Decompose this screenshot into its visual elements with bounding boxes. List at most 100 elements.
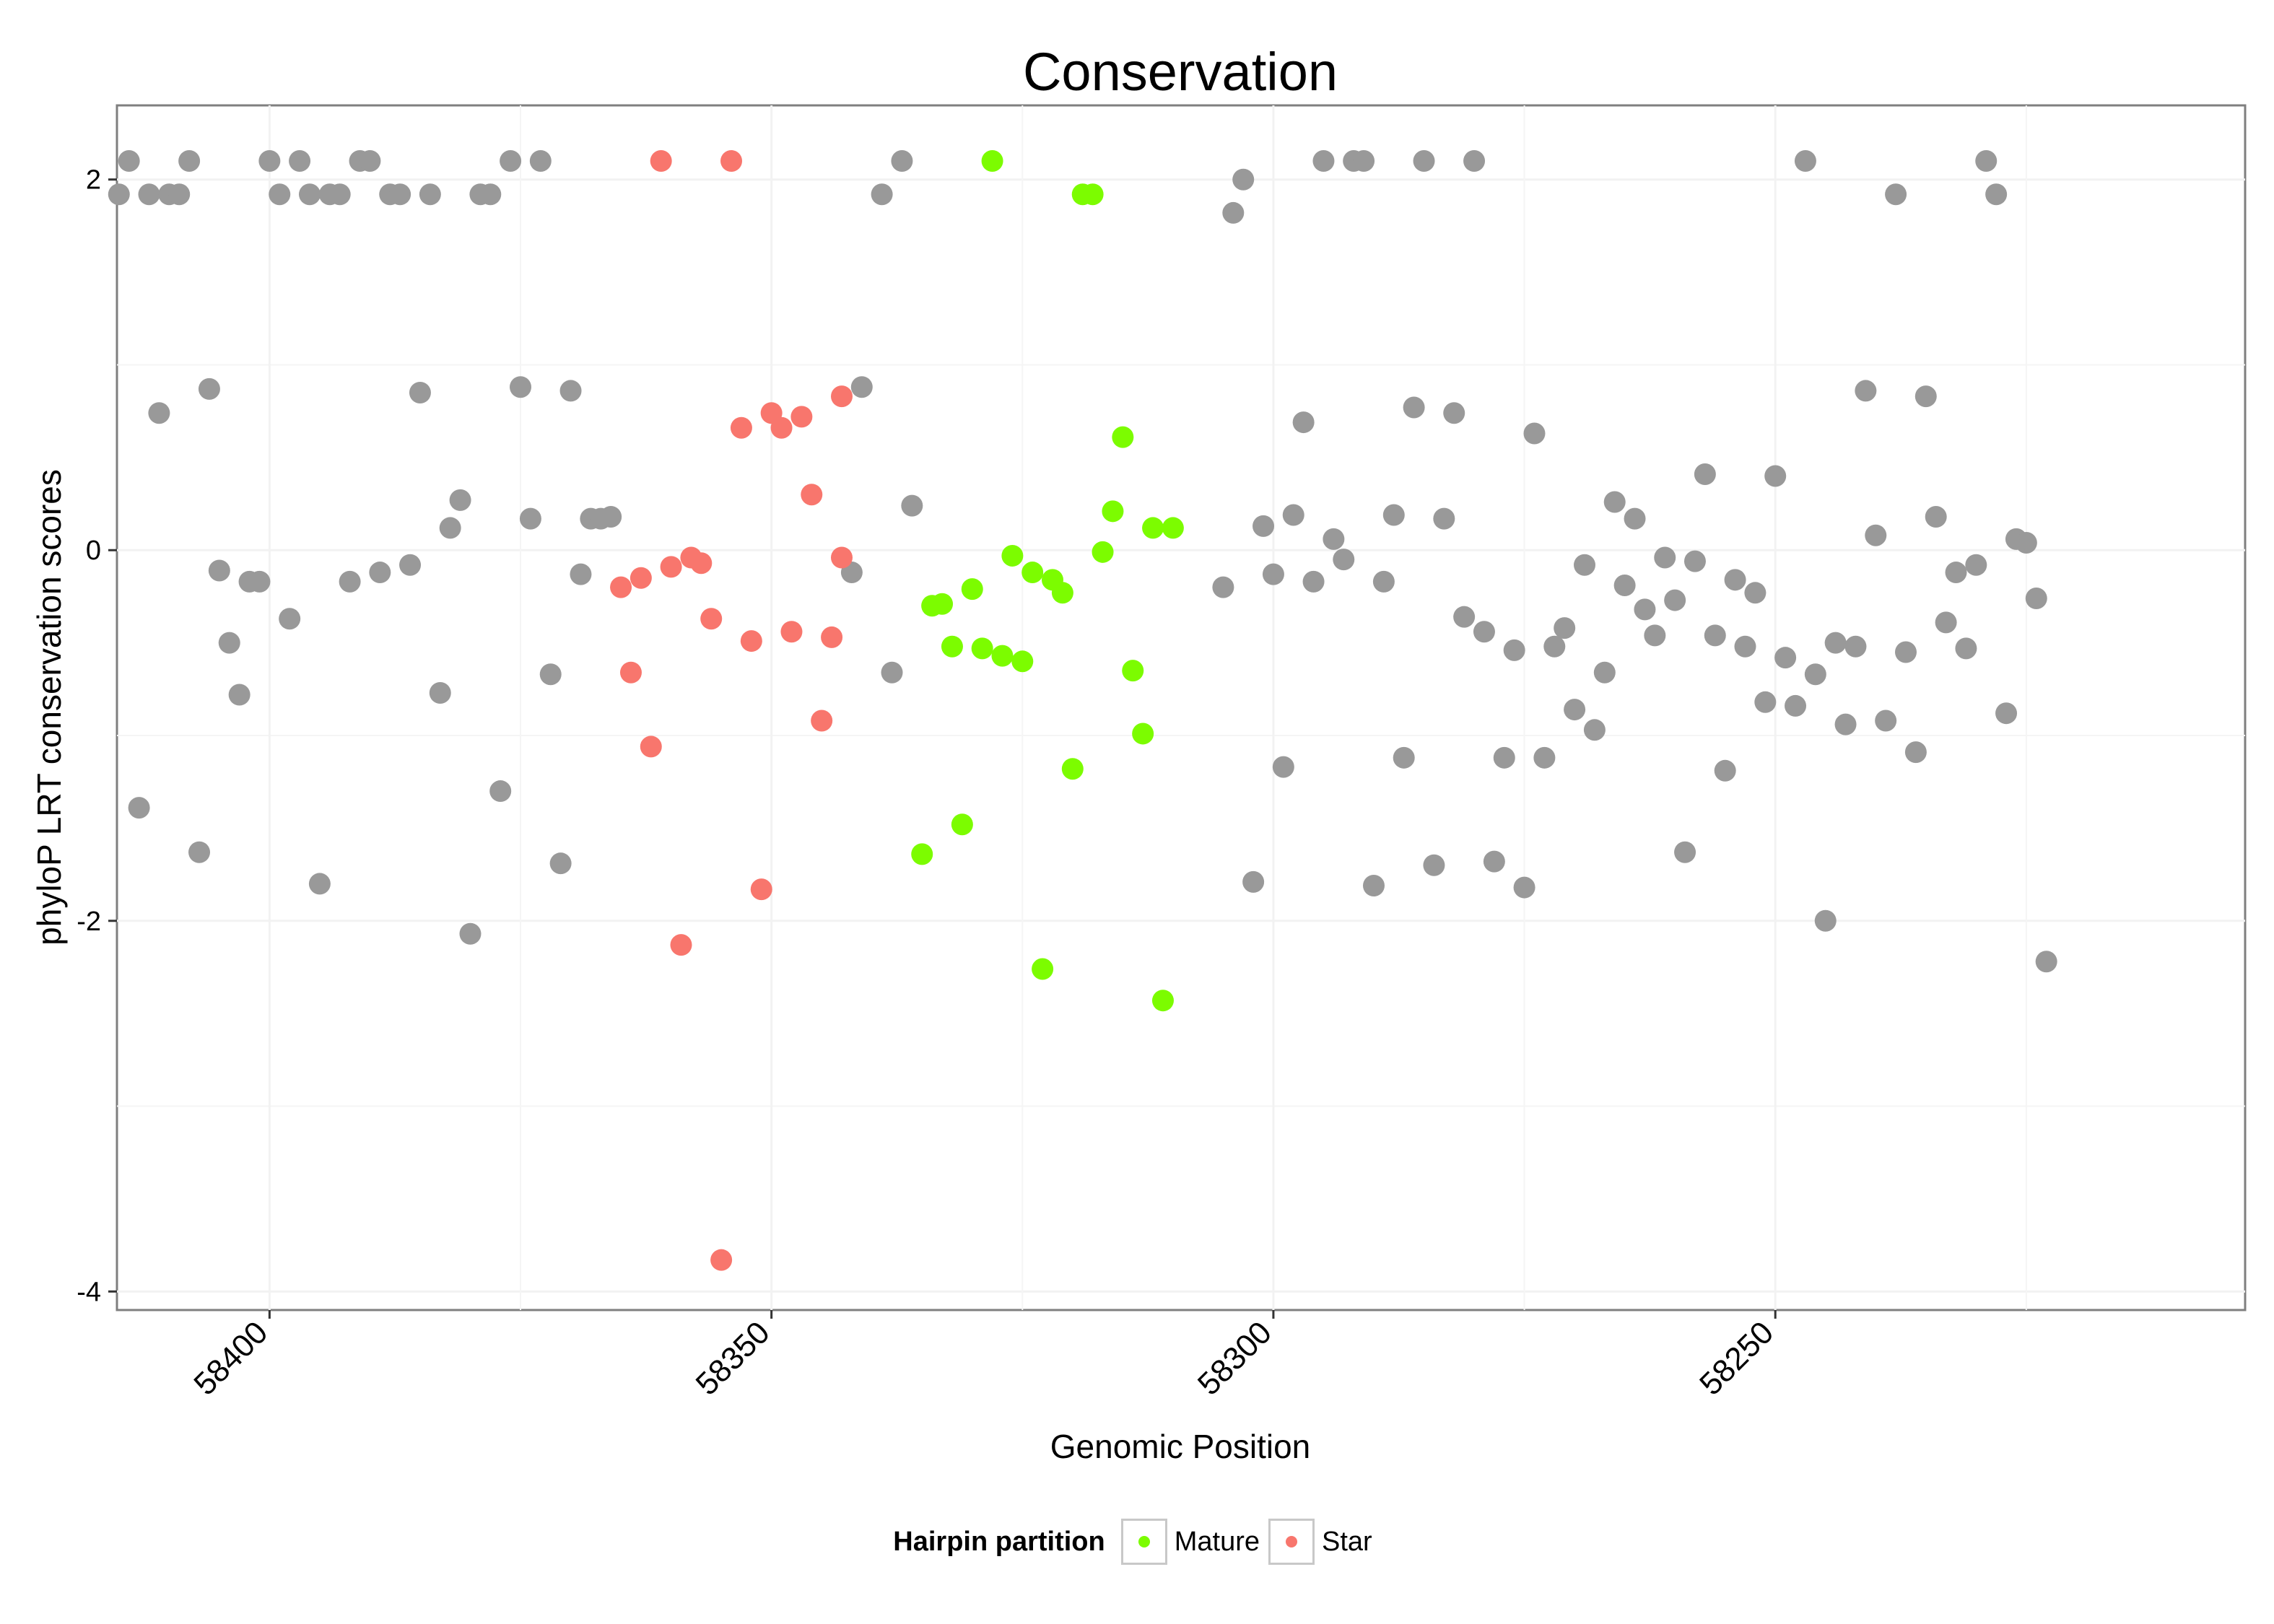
- point-other: [1583, 719, 1606, 741]
- point-other: [359, 150, 381, 173]
- point-other: [1333, 549, 1355, 571]
- point-other: [198, 377, 220, 400]
- point-star: [700, 608, 723, 630]
- point-star: [740, 630, 762, 652]
- point-star: [821, 626, 843, 648]
- legend-label-mature: Mature: [1174, 1526, 1260, 1557]
- point-other: [1694, 463, 1716, 485]
- point-other: [1323, 528, 1345, 550]
- point-star: [690, 552, 713, 575]
- point-other: [1503, 639, 1525, 661]
- point-other: [1433, 507, 1455, 530]
- point-other: [2025, 588, 2047, 610]
- point-other: [459, 922, 482, 945]
- point-other: [1634, 598, 1656, 621]
- point-mature: [931, 593, 954, 615]
- point-star: [790, 406, 813, 428]
- legend-key-star: [1268, 1519, 1315, 1565]
- point-other: [1794, 150, 1816, 173]
- point-other: [1834, 713, 1857, 735]
- point-mature: [1162, 517, 1184, 539]
- y-axis-label: phyloP LRT conservation scores: [30, 469, 68, 946]
- point-other: [108, 183, 130, 206]
- y-tick-label: -4: [77, 1277, 101, 1307]
- point-mature: [1092, 541, 1114, 563]
- point-other: [1965, 554, 1987, 576]
- point-other: [549, 852, 572, 875]
- y-tick-label: -2: [77, 907, 101, 937]
- point-other: [1403, 396, 1425, 419]
- plot-background: [116, 104, 2247, 1311]
- point-mature: [1081, 183, 1104, 206]
- x-tick-label: 58250: [1693, 1314, 1780, 1402]
- point-other: [1824, 632, 1847, 654]
- y-tick-label: 0: [86, 536, 101, 566]
- point-other: [1785, 694, 1807, 717]
- point-mature: [951, 813, 973, 836]
- point-other: [1483, 850, 1505, 873]
- point-other: [188, 841, 211, 863]
- point-other: [1955, 637, 1977, 660]
- point-other: [871, 183, 893, 206]
- point-other: [850, 376, 873, 398]
- point-mature: [1032, 958, 1054, 980]
- x-tick-label: 58300: [1191, 1314, 1278, 1402]
- point-other: [369, 562, 391, 584]
- point-other: [1253, 515, 1275, 537]
- point-other: [1985, 183, 2008, 206]
- point-other: [1212, 576, 1234, 598]
- point-other: [1613, 575, 1636, 597]
- grid: [117, 105, 2245, 1310]
- point-other: [1393, 746, 1415, 769]
- point-mature: [1151, 990, 1174, 1012]
- point-other: [1904, 741, 1927, 764]
- point-other: [399, 554, 422, 576]
- point-other: [1754, 691, 1777, 713]
- x-tick-label: 58350: [689, 1314, 777, 1402]
- data-points: [108, 150, 2057, 1271]
- point-other: [539, 663, 562, 686]
- point-star: [730, 416, 752, 439]
- point-mature: [1122, 660, 1144, 682]
- point-star: [710, 1249, 733, 1271]
- point-other: [389, 183, 411, 206]
- point-other: [339, 570, 361, 593]
- y-tick-label: 2: [86, 165, 101, 196]
- point-other: [208, 559, 230, 582]
- point-star: [630, 567, 652, 589]
- point-other: [1493, 746, 1515, 769]
- point-other: [529, 150, 552, 173]
- point-other: [489, 780, 512, 803]
- point-star: [720, 150, 743, 173]
- point-other: [1804, 663, 1826, 686]
- point-star: [801, 484, 823, 506]
- point-other: [1855, 380, 1877, 402]
- point-other: [1975, 150, 1998, 173]
- point-other: [289, 150, 311, 173]
- point-other: [1533, 746, 1556, 769]
- point-other: [510, 376, 532, 398]
- point-other: [269, 183, 291, 206]
- point-other: [1865, 524, 1887, 546]
- legend-swatch-star: [1286, 1536, 1298, 1547]
- point-other: [218, 632, 240, 654]
- point-mature: [1112, 426, 1134, 448]
- point-mature: [1061, 758, 1084, 780]
- point-star: [670, 934, 692, 956]
- point-other: [1554, 617, 1576, 639]
- point-other: [1513, 876, 1535, 899]
- point-other: [1674, 841, 1696, 863]
- point-other: [500, 150, 522, 173]
- point-other: [1423, 854, 1445, 876]
- point-other: [1664, 589, 1686, 611]
- legend: Hairpin partition Mature Star: [0, 1507, 2274, 1576]
- point-other: [1844, 635, 1867, 658]
- point-other: [570, 563, 592, 585]
- point-other: [479, 183, 502, 206]
- point-other: [1714, 759, 1736, 782]
- point-other: [1945, 562, 1967, 584]
- point-other: [1744, 582, 1767, 604]
- point-other: [2015, 531, 2037, 554]
- point-star: [830, 546, 853, 569]
- point-other: [1894, 641, 1917, 663]
